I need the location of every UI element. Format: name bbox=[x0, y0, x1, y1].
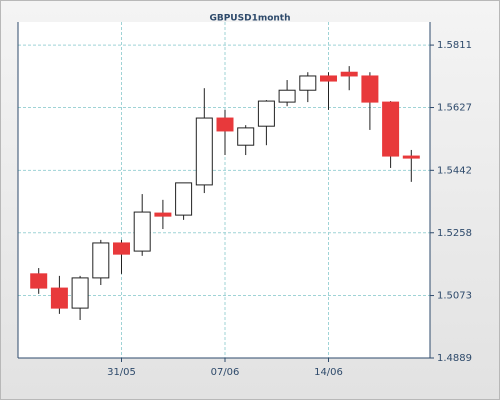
candle-body bbox=[361, 75, 379, 103]
y-tick-label: 1.5442 bbox=[437, 165, 472, 176]
candle-body bbox=[237, 127, 255, 146]
candle-body bbox=[402, 155, 420, 159]
x-tick-label: 07/06 bbox=[211, 367, 240, 378]
y-tick-label: 1.5627 bbox=[437, 103, 472, 114]
candle-body bbox=[216, 117, 234, 132]
candle-body bbox=[175, 182, 193, 216]
chart-title: GBPUSD1month bbox=[209, 14, 290, 24]
x-tick-label: 31/05 bbox=[107, 367, 136, 378]
y-tick-label: 1.5258 bbox=[437, 228, 472, 239]
candle-body bbox=[195, 117, 213, 186]
candle-body bbox=[154, 212, 172, 217]
candle-body bbox=[92, 242, 110, 279]
candle-body bbox=[340, 71, 358, 77]
candle-body bbox=[382, 101, 400, 157]
y-tick-label: 1.5073 bbox=[437, 291, 472, 302]
candle-body bbox=[30, 273, 48, 289]
x-tick-label: 14/06 bbox=[314, 367, 343, 378]
candle-body bbox=[113, 242, 130, 255]
candle-body bbox=[133, 211, 151, 252]
y-tick-label: 1.5811 bbox=[437, 40, 472, 51]
candle-body bbox=[299, 75, 317, 91]
candle-body bbox=[71, 277, 89, 309]
candle-body bbox=[320, 75, 337, 82]
y-tick-label: 1.4889 bbox=[437, 353, 472, 364]
candle-body bbox=[50, 287, 68, 309]
candle-body bbox=[278, 89, 296, 103]
candle-body bbox=[257, 100, 275, 127]
